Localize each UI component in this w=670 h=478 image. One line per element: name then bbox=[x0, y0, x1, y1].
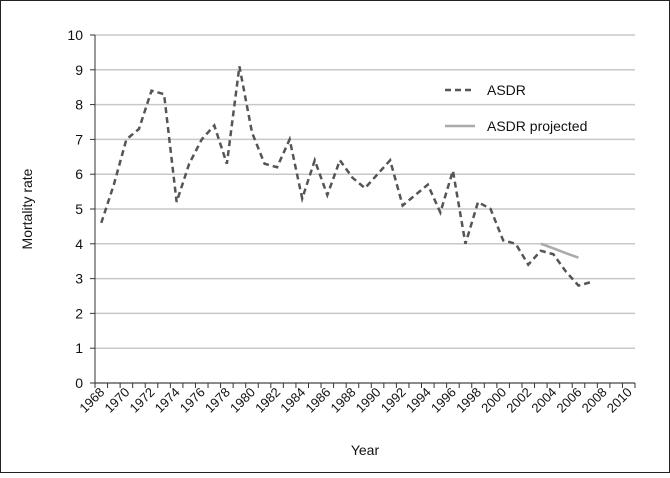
legend-label: ASDR projected bbox=[487, 118, 587, 134]
y-tick-label: 1 bbox=[75, 340, 83, 356]
y-axis-label: Mortality rate bbox=[19, 168, 35, 249]
y-tick-label: 9 bbox=[75, 62, 83, 78]
y-tick-label: 10 bbox=[67, 27, 83, 43]
x-axis-label: Year bbox=[351, 442, 380, 458]
x-tick-label: 1982 bbox=[252, 385, 283, 416]
x-tick-label: 2006 bbox=[554, 385, 585, 416]
legend-label: ASDR bbox=[487, 82, 526, 98]
x-tick-label: 1978 bbox=[202, 385, 233, 416]
y-tick-label: 0 bbox=[75, 375, 83, 391]
x-tick-label: 1980 bbox=[227, 385, 258, 416]
x-tick-label: 1990 bbox=[353, 385, 384, 416]
series-line bbox=[100, 66, 592, 287]
x-tick-label: 1984 bbox=[277, 385, 308, 416]
x-tick-label: 2008 bbox=[579, 385, 610, 416]
x-tick-label: 1988 bbox=[328, 385, 359, 416]
x-tick-label: 1972 bbox=[127, 385, 158, 416]
x-tick-label: 1974 bbox=[152, 385, 183, 416]
x-tick-label: 2000 bbox=[478, 385, 509, 416]
y-tick-label: 6 bbox=[75, 166, 83, 182]
x-tick-label: 1970 bbox=[101, 385, 132, 416]
series-line bbox=[540, 242, 579, 259]
y-tick-label: 2 bbox=[75, 305, 83, 321]
y-tick-label: 8 bbox=[75, 97, 83, 113]
y-tick-label: 4 bbox=[75, 236, 83, 252]
x-tick-label: 1996 bbox=[428, 385, 459, 416]
x-tick-label: 2004 bbox=[528, 385, 559, 416]
x-tick-label: 1976 bbox=[177, 385, 208, 416]
x-tick-label: 2010 bbox=[604, 385, 635, 416]
y-tick-label: 5 bbox=[75, 201, 83, 217]
x-tick-label: 1992 bbox=[378, 385, 409, 416]
y-tick-label: 7 bbox=[75, 131, 83, 147]
x-tick-label: 2002 bbox=[503, 385, 534, 416]
y-tick-label: 3 bbox=[75, 271, 83, 287]
x-tick-label: 1994 bbox=[403, 385, 434, 416]
x-tick-label: 1986 bbox=[302, 385, 333, 416]
x-tick-label: 1998 bbox=[453, 385, 484, 416]
